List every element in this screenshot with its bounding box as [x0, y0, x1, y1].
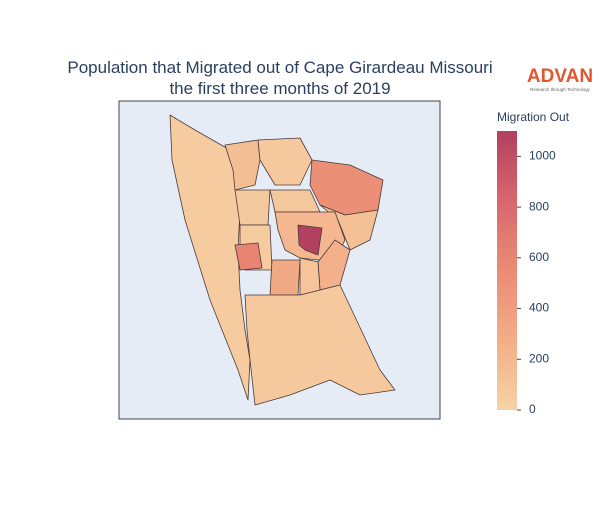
colorbar-tick-label: 800 — [529, 199, 549, 213]
colorbar-tick-label: 400 — [529, 301, 549, 315]
colorbar-tick-label: 600 — [529, 250, 549, 264]
colorbar-tick-label: 1000 — [529, 149, 556, 163]
colorbar-tick-label: 0 — [529, 402, 536, 416]
region — [257, 137, 313, 186]
colorbar-title: Migration Out — [497, 110, 570, 124]
region — [234, 242, 263, 271]
colorbar-tick-label: 200 — [529, 351, 549, 365]
logo-tagline: Research through Technology — [530, 87, 590, 92]
chart-title: the first three months of 2019 — [169, 79, 390, 98]
logo-name: ADVAN — [527, 66, 593, 87]
region — [269, 259, 301, 296]
region — [234, 189, 271, 226]
region — [297, 224, 323, 256]
regions — [169, 114, 396, 406]
colorbar — [497, 131, 517, 410]
chart-title: Population that Migrated out of Cape Gir… — [67, 58, 492, 77]
region — [299, 257, 321, 296]
